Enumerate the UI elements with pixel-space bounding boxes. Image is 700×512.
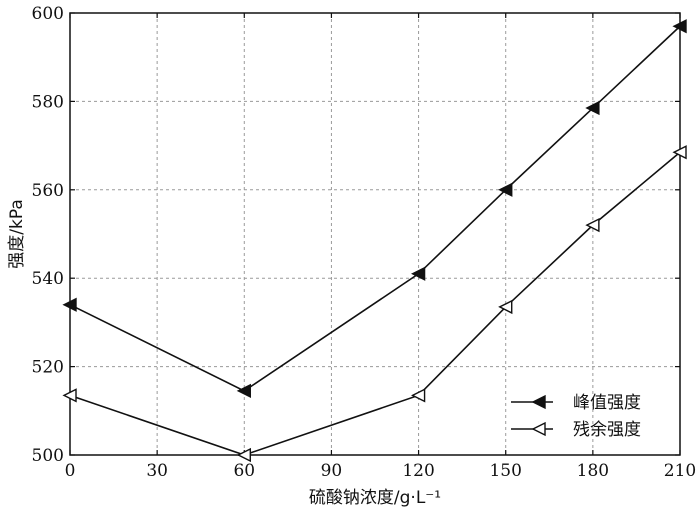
legend-marker [531,394,546,410]
series-1-point [236,383,251,399]
x-tick-label: 210 [664,461,696,481]
series-2-point [62,388,77,403]
series-points [62,19,687,463]
series-1-point [672,19,687,34]
x-tick-label: 120 [402,461,434,481]
legend-marker [531,421,546,437]
y-tick-label: 600 [32,4,64,24]
y-tick-label: 580 [32,92,64,112]
y-tick-label: 560 [32,181,64,201]
tick-labels: 0 30 60 90 120 150 180 210 500 520 540 560 580 600 [32,4,697,481]
x-axis-label: 硫酸钠浓度/g·L⁻¹ [309,488,441,508]
x-tick-label: 30 [146,461,168,481]
series-lines [69,25,681,456]
x-tick-label: 0 [65,461,76,481]
series-2-point [411,388,426,403]
y-axis-label: 强度/kPa [7,199,27,268]
x-tick-label: 90 [321,461,343,481]
y-tick-label: 540 [32,269,64,289]
series-1-point [62,297,77,312]
series-2-point [585,218,600,233]
x-tick-label: 180 [577,461,609,481]
series-1-point [498,182,513,197]
series-1-point [585,100,600,116]
series-line-1 [69,25,681,392]
x-tick-label: 150 [489,461,521,481]
plot-frame [69,12,681,456]
y-tick-label: 520 [32,358,64,378]
axis-ticks [69,12,681,456]
series-2-point [498,299,513,315]
legend-label: 峰值强度 [573,393,641,413]
series-2-point [236,447,251,463]
series-1-point [411,266,426,281]
series-line-2 [69,151,681,456]
y-tick-label: 500 [32,446,64,466]
series-2-point [672,145,687,160]
legend-label: 残余强度 [573,420,641,440]
grid-lines [70,13,680,455]
x-tick-label: 60 [233,461,255,481]
